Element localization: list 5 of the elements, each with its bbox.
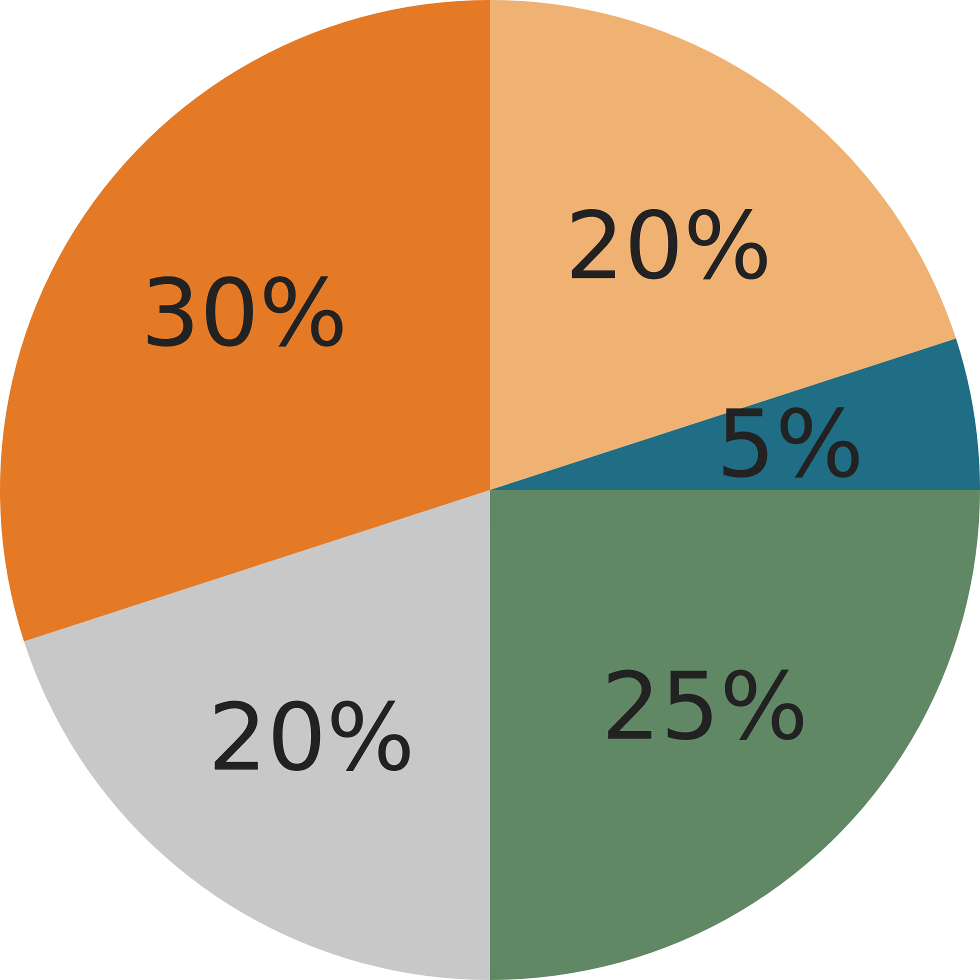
data-label: 20% [214,700,410,771]
data-label: 25% [608,670,804,740]
data-label: 20% [572,208,767,280]
data-label: 5% [723,407,859,478]
data-label: 30% [148,276,343,347]
